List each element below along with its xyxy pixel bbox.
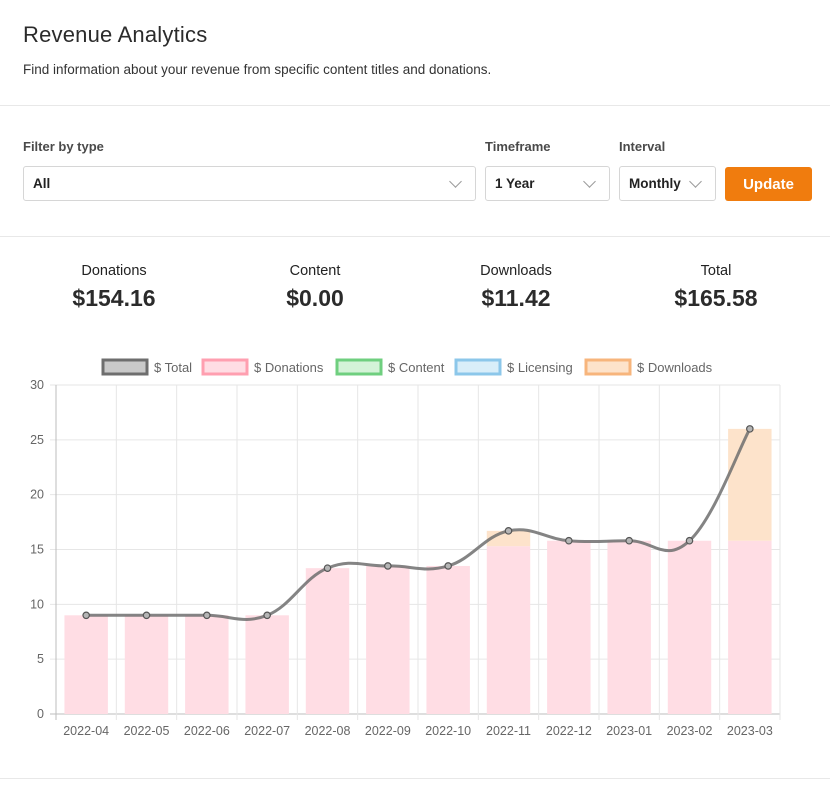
stat-label: Total [700,263,732,279]
interval-label: Interval [619,139,666,154]
x-tick-label: 2022-07 [244,724,290,738]
stat-value: $0.00 [286,285,344,311]
chevron-down-icon [583,175,596,188]
total-point [746,425,754,433]
timeframe-label: Timeframe [485,139,551,154]
bar-donations [245,615,289,714]
chevron-down-icon [689,175,702,188]
y-tick-label: 10 [30,597,44,611]
total-point [625,536,633,545]
x-tick-label: 2022-06 [184,724,230,738]
interval-select[interactable]: Monthly [619,166,716,201]
bar-donations [607,540,651,714]
interval-value: Monthly [629,176,681,191]
stats-summary: Donations $154.16 Content $0.00 Download… [0,237,830,337]
total-point [565,536,573,545]
x-tick-label: 2022-12 [546,724,592,738]
y-tick-label: 25 [30,433,44,447]
total-point [504,527,513,535]
bar-donations [426,565,470,714]
y-tick-label: 30 [30,378,44,392]
stat-label: Donations [81,263,147,279]
x-tick-label: 2022-08 [305,724,351,738]
revenue-chart-svg: 0 5 10 15 20 25 30 2022-04 2022-05 2022-06 2022-07… [30,358,781,738]
stat-value: $165.58 [674,285,758,311]
revenue-chart: 0 5 10 15 20 25 30 2022-04 2022-05 2022-06 2022-07… [0,350,830,750]
x-tick-label: 2023-02 [667,724,713,738]
x-tick-label: 2022-10 [425,724,471,738]
legend-swatch [101,358,149,376]
legend-label: $ Donations [254,360,324,375]
type-filter-label: Filter by type [23,139,104,154]
y-tick-label: 20 [30,488,44,502]
legend-swatch [335,358,383,376]
type-filter-value: All [33,176,51,191]
timeframe-select[interactable]: 1 Year [485,166,610,201]
x-tick-label: 2022-05 [124,724,170,738]
bar-donations [486,546,531,714]
x-tick-label: 2023-03 [727,724,773,738]
y-tick-label: 15 [30,543,44,557]
bar-donations [667,540,712,714]
bar-donations [547,540,591,714]
bar-donations [728,540,772,714]
bar-donations [185,615,229,714]
total-point [142,611,151,620]
legend-label: $ Downloads [637,360,713,375]
total-point [685,536,694,545]
total-point [384,562,392,570]
timeframe-value: 1 Year [495,176,535,191]
page-subtitle: Find information about your revenue from… [23,62,492,77]
y-tick-label: 0 [37,707,44,721]
legend-swatch [454,358,502,376]
legend-swatch [201,358,249,376]
page-title: Revenue Analytics [23,22,208,47]
total-point [82,611,90,620]
legend-swatch [584,358,632,376]
bar-donations [124,615,169,714]
x-tick-label: 2022-11 [486,724,531,738]
x-tick-label: 2023-01 [606,724,652,738]
type-filter-select[interactable]: All [23,166,476,201]
divider [0,778,830,779]
stat-value: $154.16 [72,285,156,311]
x-tick-label: 2022-04 [63,724,109,738]
total-point [203,611,211,620]
stat-label: Downloads [480,263,552,279]
total-point [323,564,332,572]
bar-donations [305,568,350,714]
total-point [444,562,452,570]
bar-downloads [728,428,772,541]
y-tick-label: 5 [37,652,44,666]
stat-label: Content [289,263,341,279]
stat-value: $11.42 [481,285,551,311]
update-button[interactable]: Update [725,167,812,201]
bar-donations [64,615,108,714]
x-tick-label: 2022-09 [365,724,411,738]
page-header: Revenue Analytics Find information about… [0,0,830,106]
legend-label: $ Content [388,360,445,375]
chevron-down-icon [449,175,462,188]
bar-donations [366,565,410,714]
legend-label: $ Licensing [507,360,573,375]
total-point [263,611,271,620]
legend-label: $ Total [154,360,192,375]
filter-bar: Filter by type All Timeframe 1 Year Inte… [0,106,830,237]
